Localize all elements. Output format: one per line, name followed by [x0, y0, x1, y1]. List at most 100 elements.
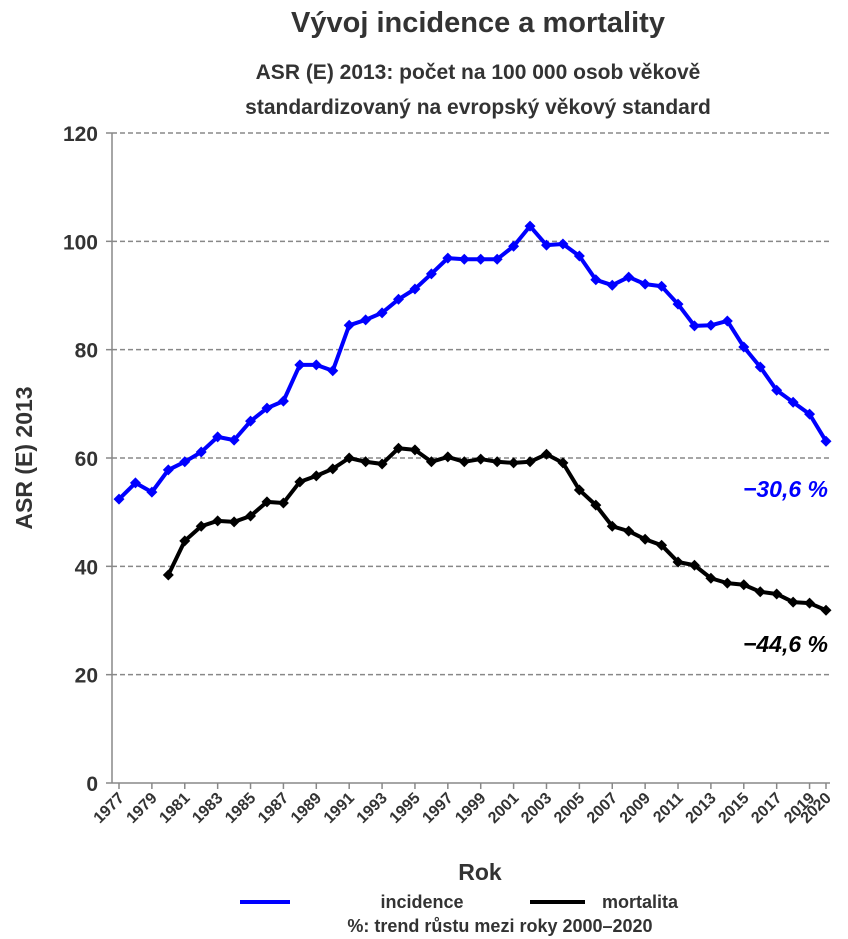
marker	[590, 274, 602, 286]
marker	[804, 597, 816, 609]
x-tick-label: 2013	[683, 790, 720, 827]
marker	[425, 268, 437, 280]
marker	[409, 283, 421, 295]
marker	[672, 556, 684, 568]
chart-title: Vývoj incidence a mortality	[291, 7, 665, 39]
marker	[590, 499, 602, 511]
x-tick-label: 1979	[124, 790, 161, 827]
marker	[212, 431, 224, 443]
x-tick-label: 1983	[189, 790, 226, 827]
marker	[491, 456, 503, 468]
x-tick-label: 1989	[288, 790, 325, 827]
x-tick-label: 1993	[354, 790, 391, 827]
x-tick-label: 2003	[518, 790, 555, 827]
marker	[820, 435, 832, 447]
marker	[360, 314, 372, 326]
x-tick-label: 1991	[321, 790, 358, 827]
marker	[179, 535, 191, 547]
y-tick-label: 100	[63, 231, 98, 254]
legend-label: mortalita	[602, 892, 679, 912]
marker	[475, 253, 487, 265]
marker	[195, 520, 207, 532]
marker	[146, 486, 158, 498]
marker	[376, 458, 388, 470]
marker	[393, 293, 405, 305]
x-tick-label: 1995	[387, 790, 424, 827]
marker	[688, 320, 700, 332]
marker	[754, 361, 766, 373]
marker	[688, 559, 700, 571]
marker	[540, 448, 552, 460]
marker	[245, 415, 257, 427]
x-tick-label: 2011	[650, 790, 687, 827]
x-tick-label: 2015	[715, 790, 752, 827]
annotation: −30,6 %	[743, 476, 828, 502]
marker	[672, 298, 684, 310]
marker	[162, 464, 174, 476]
marker	[508, 240, 520, 252]
marker	[113, 493, 125, 505]
marker	[623, 271, 635, 283]
marker	[705, 319, 717, 331]
marker	[524, 456, 536, 468]
y-tick-label: 0	[86, 773, 98, 796]
marker	[179, 456, 191, 468]
marker	[606, 520, 618, 532]
marker	[261, 496, 273, 508]
marker	[508, 457, 520, 469]
marker	[771, 384, 783, 396]
marker	[458, 456, 470, 468]
marker	[721, 577, 733, 589]
x-tick-label: 1987	[255, 790, 292, 827]
x-tick-label: 1997	[419, 790, 456, 827]
chart-subtitle: ASR (E) 2013: počet na 100 000 osob věko…	[256, 61, 701, 84]
marker	[343, 319, 355, 331]
marker	[524, 220, 536, 232]
x-tick-label: 2005	[551, 790, 588, 827]
marker	[294, 359, 306, 371]
marker	[277, 497, 289, 509]
marker	[557, 457, 569, 469]
marker	[804, 408, 816, 420]
y-tick-label: 120	[63, 123, 98, 146]
marker	[195, 446, 207, 458]
marker	[442, 451, 454, 463]
marker	[820, 604, 832, 616]
marker	[245, 510, 257, 522]
x-tick-label: 2017	[748, 790, 785, 827]
marker	[376, 307, 388, 319]
marker	[754, 586, 766, 598]
marker	[639, 533, 651, 545]
marker	[573, 250, 585, 262]
marker	[705, 572, 717, 584]
marker	[557, 238, 569, 250]
marker	[639, 278, 651, 290]
marker	[129, 477, 141, 489]
marker	[294, 476, 306, 488]
marker	[228, 516, 240, 528]
marker	[491, 253, 503, 265]
marker	[656, 280, 668, 292]
y-tick-label: 40	[75, 556, 98, 579]
marker	[738, 341, 750, 353]
marker	[540, 239, 552, 251]
marker	[310, 470, 322, 482]
marker	[721, 315, 733, 327]
legend-label: incidence	[380, 892, 463, 912]
y-axis-label: ASR (E) 2013	[11, 386, 37, 529]
marker	[212, 515, 224, 527]
marker	[458, 253, 470, 265]
marker	[656, 539, 668, 551]
y-tick-label: 60	[75, 448, 98, 471]
marker	[162, 569, 174, 581]
marker	[442, 252, 454, 264]
x-tick-label: 1981	[156, 790, 193, 827]
chart-subtitle: standardizovaný na evropský věkový stand…	[245, 96, 711, 119]
x-tick-label: 2001	[485, 790, 522, 827]
marker	[606, 279, 618, 291]
x-tick-label: 1985	[222, 790, 259, 827]
marker	[475, 453, 487, 465]
annotation: −44,6 %	[743, 631, 828, 657]
marker	[409, 444, 421, 456]
